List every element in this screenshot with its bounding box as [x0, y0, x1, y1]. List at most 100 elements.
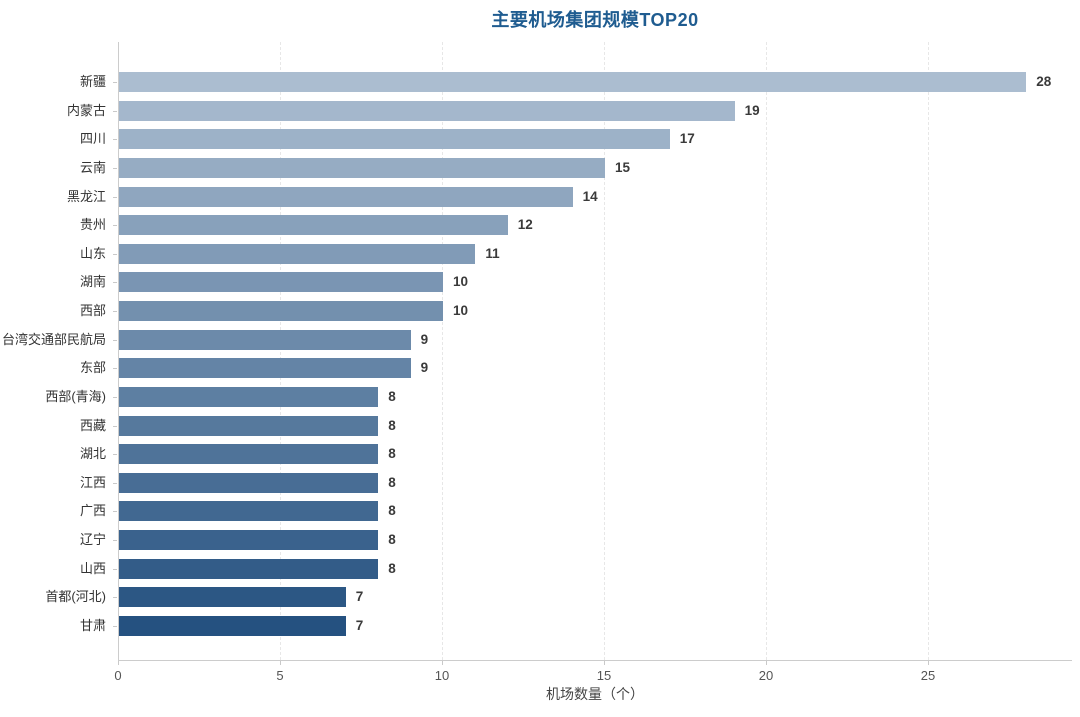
value-label: 9 — [420, 331, 429, 347]
x-tick-label: 15 — [596, 668, 612, 683]
y-axis-tick — [113, 511, 117, 513]
value-label: 14 — [582, 188, 598, 204]
category-label: 江西 — [79, 474, 106, 490]
y-axis-tick — [113, 139, 117, 141]
category-label: 西部(青海) — [45, 388, 106, 404]
y-axis-tick — [113, 253, 117, 255]
category-label: 台湾交通部民航局 — [1, 331, 106, 347]
value-label: 8 — [388, 417, 396, 433]
bar — [119, 329, 411, 350]
bar — [119, 243, 476, 264]
y-axis-tick — [113, 110, 117, 112]
x-axis-tick — [442, 661, 443, 665]
y-axis-tick — [113, 282, 117, 284]
x-axis-tick — [928, 661, 929, 665]
y-axis-tick — [113, 311, 117, 313]
value-label: 8 — [388, 474, 396, 490]
value-label: 8 — [388, 446, 396, 462]
y-axis-tick — [113, 425, 117, 427]
bar — [119, 587, 346, 608]
x-axis-tick — [766, 661, 767, 665]
bar — [119, 215, 508, 236]
gridline — [280, 42, 281, 660]
gridline — [604, 42, 605, 660]
category-label: 新疆 — [79, 74, 106, 89]
category-label: 湖北 — [79, 446, 106, 462]
value-label: 7 — [355, 617, 364, 633]
x-axis-label: 机场数量（个） — [546, 686, 644, 702]
category-label: 湖南 — [79, 274, 106, 290]
value-label: 19 — [744, 102, 760, 118]
x-axis-tick — [604, 661, 605, 665]
value-label: 12 — [517, 217, 533, 233]
x-axis-line — [118, 660, 1072, 661]
y-axis-line — [118, 42, 119, 660]
chart-title: 主要机场集团规模TOP20 — [491, 10, 699, 30]
gridline — [442, 42, 443, 660]
bar — [119, 129, 670, 150]
value-label: 8 — [388, 560, 396, 576]
bar — [119, 358, 411, 379]
gridline — [928, 42, 929, 660]
gridline — [766, 42, 767, 660]
category-label: 西藏 — [79, 417, 106, 433]
bar — [119, 186, 573, 207]
x-tick-label: 25 — [920, 668, 936, 683]
bar — [119, 530, 379, 551]
bar — [119, 615, 346, 636]
value-label: 8 — [388, 388, 396, 404]
bar — [119, 386, 379, 407]
bar — [119, 415, 379, 436]
y-axis-tick — [113, 568, 117, 570]
category-label: 广西 — [79, 503, 106, 519]
category-label: 内蒙古 — [66, 102, 106, 118]
y-axis-tick — [113, 167, 117, 169]
value-label: 7 — [355, 589, 364, 605]
value-label: 9 — [420, 360, 429, 376]
category-label: 山东 — [79, 245, 106, 261]
value-label: 11 — [485, 245, 500, 261]
bar — [119, 72, 1027, 92]
value-label: 10 — [453, 274, 469, 290]
value-label: 8 — [388, 532, 396, 548]
value-label: 8 — [388, 503, 396, 519]
x-tick-label: 0 — [114, 668, 122, 683]
category-label: 贵州 — [79, 217, 106, 233]
category-label: 首都(河北) — [45, 589, 106, 605]
y-axis-tick — [113, 540, 117, 542]
bar — [119, 558, 379, 579]
y-axis-tick — [113, 482, 117, 484]
category-label: 山西 — [79, 560, 106, 576]
x-tick-label: 10 — [434, 668, 450, 683]
y-axis-tick — [113, 396, 117, 398]
category-label: 甘肃 — [79, 617, 106, 633]
y-axis-tick — [113, 225, 117, 227]
bar — [119, 272, 443, 293]
y-axis-tick — [113, 625, 117, 627]
category-label: 东部 — [79, 360, 106, 376]
bar — [119, 100, 735, 121]
x-axis-tick — [118, 661, 119, 665]
y-axis-tick — [113, 597, 117, 599]
value-label: 28 — [1036, 74, 1052, 89]
category-label: 四川 — [79, 131, 106, 147]
x-tick-label: 5 — [276, 668, 284, 683]
y-axis-tick — [113, 368, 117, 370]
y-axis-tick — [113, 82, 117, 83]
bar — [119, 472, 379, 493]
x-tick-label: 20 — [758, 668, 774, 683]
category-label: 西部 — [79, 303, 106, 319]
bar — [119, 157, 605, 178]
bar — [119, 444, 379, 465]
category-label: 云南 — [79, 159, 106, 175]
y-axis-tick — [113, 339, 117, 341]
bar — [119, 301, 443, 322]
bar — [119, 501, 379, 522]
category-label: 黑龙江 — [66, 188, 106, 204]
x-axis-tick — [280, 661, 281, 665]
y-axis-tick — [113, 196, 117, 198]
y-axis-tick — [113, 454, 117, 456]
category-label: 辽宁 — [79, 532, 106, 548]
